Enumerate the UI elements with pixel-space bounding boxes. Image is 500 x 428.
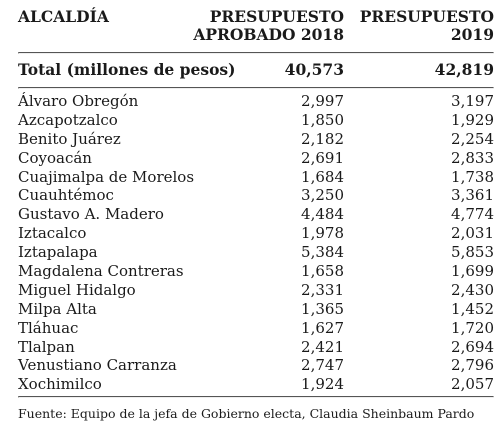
- alcaldia-name: Cuauhtémoc: [18, 186, 114, 205]
- header-2019: PRESUPUESTO 2019: [360, 8, 494, 44]
- budget-2019: 2,694: [451, 337, 494, 356]
- table-row: Xochimilco 1,924 2,057: [18, 375, 494, 394]
- alcaldia-name: Benito Juárez: [18, 129, 121, 148]
- table-body: Álvaro Obregón 2,997 3,197 Azcapotzalco …: [18, 92, 494, 394]
- table-header: ALCALDÍA PRESUPUESTO APROBADO 2018 PRESU…: [18, 6, 494, 52]
- alcaldia-name: Miguel Hidalgo: [18, 280, 136, 299]
- table-row: Benito Juárez 2,182 2,254: [18, 130, 494, 149]
- budget-2019: 1,738: [451, 167, 494, 186]
- alcaldia-name: Gustavo A. Madero: [18, 205, 164, 224]
- budget-2018: 3,250: [301, 186, 344, 205]
- table-row: Cuauhtémoc 3,250 3,361: [18, 186, 494, 205]
- total-2019: 42,819: [434, 60, 494, 79]
- alcaldia-name: Venustiano Carranza: [18, 356, 177, 375]
- table-row: Tlalpan 2,421 2,694: [18, 338, 494, 357]
- header-2018: PRESUPUESTO APROBADO 2018: [193, 8, 344, 44]
- budget-2018: 5,384: [301, 243, 344, 262]
- budget-table: ALCALDÍA PRESUPUESTO APROBADO 2018 PRESU…: [18, 6, 494, 421]
- table-row: Milpa Alta 1,365 1,452: [18, 300, 494, 319]
- budget-2019: 2,833: [451, 148, 494, 167]
- budget-2019: 1,452: [451, 299, 494, 318]
- table-row: Álvaro Obregón 2,997 3,197: [18, 92, 494, 111]
- table-row: Iztapalapa 5,384 5,853: [18, 243, 494, 262]
- table-row: Iztacalco 1,978 2,031: [18, 224, 494, 243]
- budget-2018: 2,997: [301, 92, 344, 110]
- budget-2018: 2,182: [301, 129, 344, 148]
- budget-2018: 1,850: [301, 110, 344, 129]
- source-note: Fuente: Equipo de la jefa de Gobierno el…: [18, 406, 475, 422]
- total-2018: 40,573: [284, 60, 344, 79]
- budget-2018: 2,421: [301, 337, 344, 356]
- table-row: Coyoacán 2,691 2,833: [18, 149, 494, 168]
- alcaldia-name: Álvaro Obregón: [18, 92, 139, 110]
- table-row: Cuajimalpa de Morelos 1,684 1,738: [18, 168, 494, 187]
- table-row: Miguel Hidalgo 2,331 2,430: [18, 281, 494, 300]
- budget-2019: 3,361: [451, 186, 494, 205]
- alcaldia-name: Milpa Alta: [18, 299, 97, 318]
- budget-2018: 1,658: [301, 262, 344, 281]
- budget-2018: 1,978: [301, 224, 344, 243]
- alcaldia-name: Magdalena Contreras: [18, 262, 184, 281]
- budget-2019: 2,057: [451, 375, 494, 394]
- alcaldia-name: Iztacalco: [18, 224, 87, 243]
- budget-2019: 2,430: [451, 280, 494, 299]
- table-row: Tláhuac 1,627 1,720: [18, 319, 494, 338]
- budget-2019: 3,197: [451, 92, 494, 110]
- header-2018-line2: APROBADO 2018: [193, 25, 344, 44]
- header-2019-line1: PRESUPUESTO: [359, 7, 494, 26]
- alcaldia-name: Tlalpan: [18, 337, 75, 356]
- budget-2018: 1,684: [301, 167, 344, 186]
- table-row: Azcapotzalco 1,850 1,929: [18, 111, 494, 130]
- alcaldia-name: Coyoacán: [18, 148, 92, 167]
- budget-2018: 2,691: [301, 148, 344, 167]
- header-2018-line1: PRESUPUESTO: [209, 7, 344, 26]
- budget-2019: 2,031: [451, 224, 494, 243]
- header-2019-line2: 2019: [450, 25, 494, 44]
- budget-2019: 1,720: [451, 318, 494, 337]
- table-row: Gustavo A. Madero 4,484 4,774: [18, 205, 494, 224]
- alcaldia-name: Azcapotzalco: [18, 110, 118, 129]
- alcaldia-name: Cuajimalpa de Morelos: [18, 167, 195, 186]
- budget-2018: 1,365: [301, 299, 344, 318]
- budget-2018: 2,747: [301, 356, 344, 375]
- budget-2019: 5,853: [451, 243, 494, 262]
- budget-2019: 1,699: [451, 262, 494, 281]
- alcaldia-name: Tláhuac: [18, 318, 79, 337]
- header-alcaldia: ALCALDÍA: [18, 8, 109, 26]
- budget-2018: 1,924: [301, 375, 344, 394]
- budget-2019: 1,929: [451, 110, 494, 129]
- table-row: Magdalena Contreras 1,658 1,699: [18, 262, 494, 281]
- total-row: Total (millones de pesos) 40,573 42,819: [18, 54, 494, 84]
- header-divider: [18, 52, 494, 54]
- total-divider: [18, 87, 494, 89]
- alcaldia-name: Iztapalapa: [18, 243, 98, 262]
- budget-2018: 1,627: [301, 318, 344, 337]
- budget-2019: 2,796: [451, 356, 494, 375]
- budget-2018: 4,484: [301, 205, 344, 224]
- table-row: Venustiano Carranza 2,747 2,796: [18, 356, 494, 375]
- budget-2019: 4,774: [451, 205, 494, 224]
- total-label: Total (millones de pesos): [18, 60, 236, 79]
- header-alcaldia-label: ALCALDÍA: [18, 7, 109, 26]
- alcaldia-name: Xochimilco: [18, 375, 102, 394]
- bottom-divider: [18, 396, 494, 399]
- budget-2019: 2,254: [451, 129, 494, 148]
- budget-2018: 2,331: [301, 280, 344, 299]
